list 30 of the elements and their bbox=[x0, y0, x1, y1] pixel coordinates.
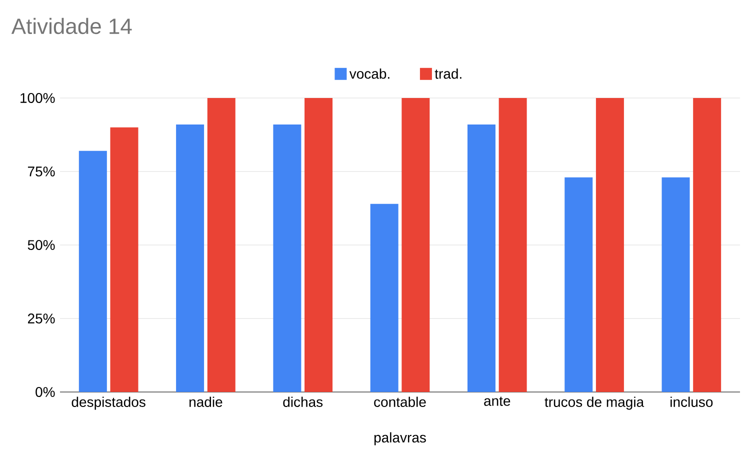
bar bbox=[207, 98, 236, 392]
bar bbox=[110, 127, 138, 392]
legend-label: vocab. bbox=[349, 68, 390, 79]
bar bbox=[564, 177, 593, 392]
x-tick-label: despistados bbox=[72, 396, 146, 410]
x-axis-title: palavras bbox=[374, 432, 426, 446]
bar bbox=[176, 124, 204, 392]
legend-label: trad. bbox=[434, 68, 462, 79]
bar bbox=[402, 98, 430, 392]
bar bbox=[596, 98, 624, 392]
y-tick-label: 100% bbox=[20, 93, 55, 103]
bar bbox=[467, 124, 496, 392]
bar bbox=[662, 177, 690, 392]
y-tick-label: 0% bbox=[36, 387, 55, 397]
bar bbox=[78, 150, 107, 392]
bar bbox=[498, 98, 527, 392]
x-tick-label: incluso bbox=[670, 396, 713, 407]
x-tick-label: trucos de magia bbox=[544, 396, 644, 410]
y-tick-label: 25% bbox=[28, 314, 55, 324]
x-tick-label: dichas bbox=[283, 396, 323, 407]
y-tick-label: 75% bbox=[28, 166, 55, 176]
bar bbox=[370, 204, 398, 392]
bar bbox=[273, 124, 302, 392]
y-tick-label: 50% bbox=[28, 240, 55, 250]
x-tick-label: nadie bbox=[190, 396, 222, 407]
x-tick-label: ante bbox=[484, 396, 510, 406]
bar bbox=[304, 98, 333, 392]
bar bbox=[693, 98, 722, 392]
x-tick-label: contable bbox=[374, 396, 426, 407]
chart-title: Atividade 14 bbox=[11, 18, 132, 34]
